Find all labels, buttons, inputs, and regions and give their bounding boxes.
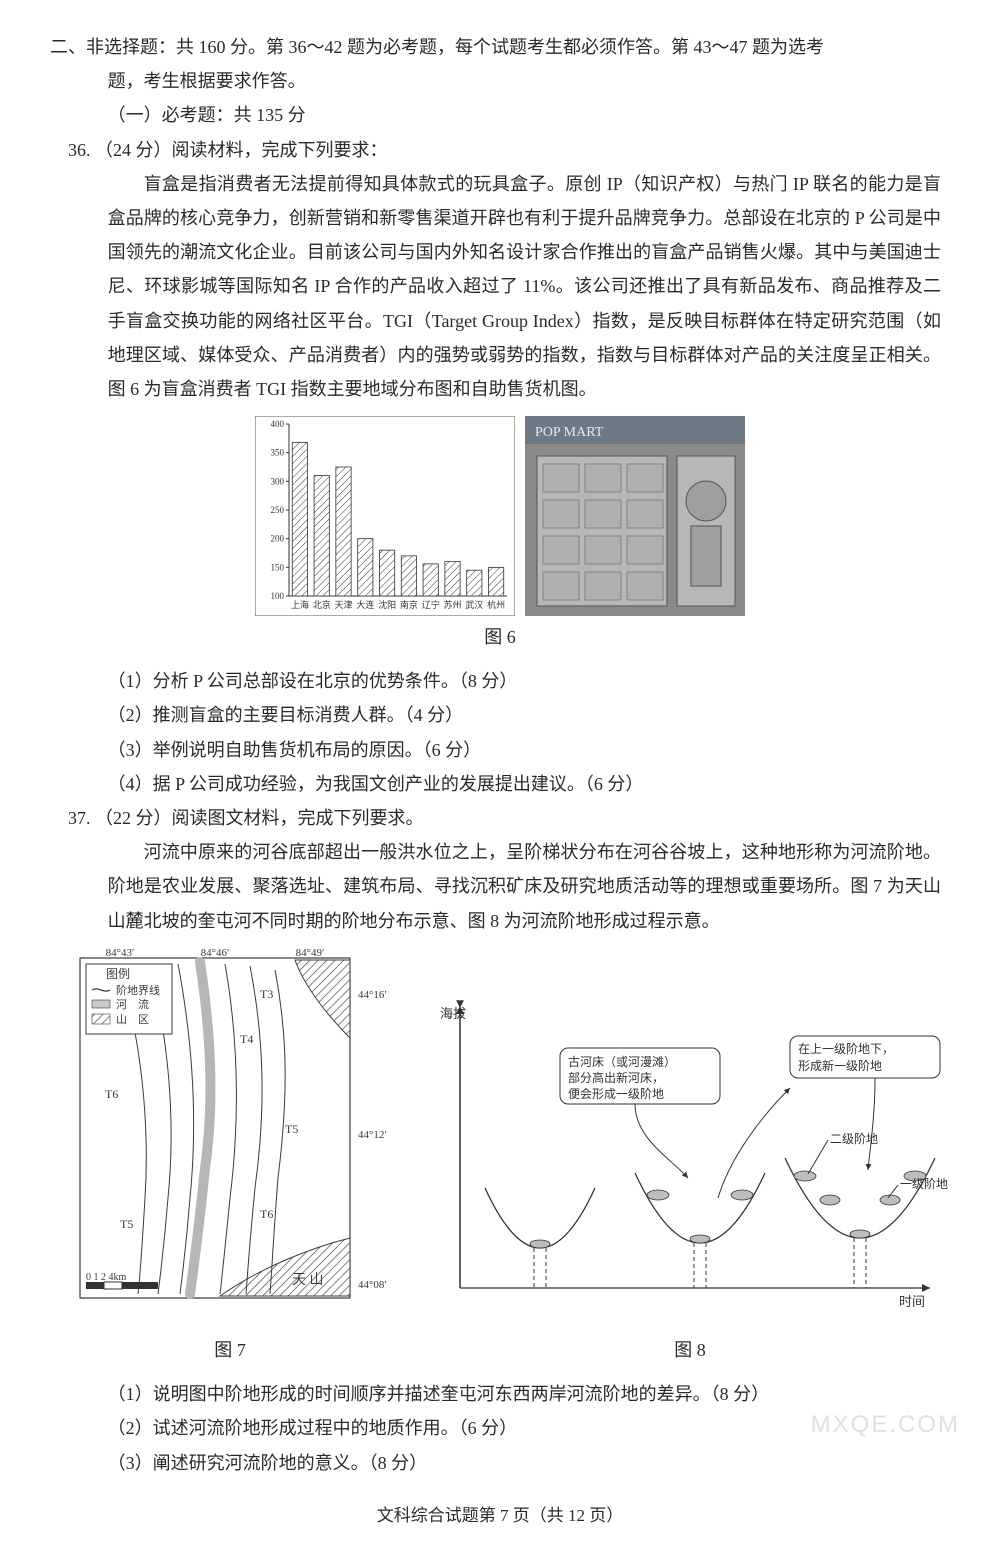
section2-heading: 二、非选择题：共 160 分。第 36～42 题为必考题，每个试题考生都必须作答…	[50, 30, 950, 64]
svg-text:84°46′: 84°46′	[201, 948, 230, 959]
svg-text:海拔: 海拔	[440, 1006, 466, 1021]
svg-text:武汉: 武汉	[465, 599, 483, 610]
heading-line2: 题，考生根据要求作答。	[108, 71, 306, 91]
page-footer: 文科综合试题第 7 页（共 12 页）	[50, 1500, 950, 1532]
svg-text:44°08′: 44°08′	[358, 1279, 387, 1291]
q36-paragraph: 盲盒是指消费者无法提前得知具体款式的玩具盒子。原创 IP（知识产权）与热门 IP…	[50, 167, 950, 406]
svg-text:便会形成一级阶地: 便会形成一级阶地	[568, 1087, 664, 1101]
heading-line2-wrap: 题，考生根据要求作答。	[50, 64, 950, 98]
svg-text:时间: 时间	[899, 1294, 925, 1309]
q36-sub4: （4）据 P 公司成功经验，为我国文创产业的发展提出建议。（6 分）	[50, 767, 950, 801]
svg-text:一级阶地: 一级阶地	[900, 1177, 948, 1191]
q37-head: 37. （22 分）阅读图文材料，完成下列要求。	[50, 801, 950, 835]
svg-text:河 流: 河 流	[116, 997, 149, 1011]
svg-text:T4: T4	[240, 1032, 253, 1046]
svg-text:44°12′: 44°12′	[358, 1129, 387, 1141]
svg-text:天津: 天津	[334, 600, 352, 610]
watermark: MXQE.COM	[811, 1402, 960, 1448]
svg-text:300: 300	[271, 476, 285, 486]
svg-text:T6: T6	[260, 1207, 273, 1221]
svg-text:T5: T5	[120, 1217, 133, 1231]
svg-text:350: 350	[271, 448, 285, 458]
q36-points: （24 分）阅读材料，完成下列要求：	[95, 140, 388, 160]
q37-paragraph: 河流中原来的河谷底部超出一般洪水位之上，呈阶梯状分布在河谷谷坡上，这种地形称为河…	[50, 835, 950, 938]
figure7-wrap: 84°43′ 84°46′ 84°49′ 44°16′ 44°12′ 44°08′ T3 T4…	[50, 948, 410, 1377]
svg-text:阶地界线: 阶地界线	[116, 983, 160, 997]
figure7-8-row: 84°43′ 84°46′ 84°49′ 44°16′ 44°12′ 44°08′ T3 T4…	[50, 948, 950, 1377]
svg-text:250: 250	[271, 505, 285, 515]
svg-text:400: 400	[271, 419, 285, 429]
svg-text:100: 100	[271, 591, 285, 601]
vending-machine-photo: POP MART	[525, 416, 745, 616]
svg-text:T6: T6	[105, 1087, 118, 1101]
svg-text:二级阶地: 二级阶地	[830, 1132, 878, 1146]
svg-text:在上一级阶地下，: 在上一级阶地下，	[798, 1042, 894, 1056]
q37-sub3: （3）阐述研究河流阶地的意义。（8 分）	[50, 1446, 950, 1480]
terrace-map: 84°43′ 84°46′ 84°49′ 44°16′ 44°12′ 44°08′ T3 T4…	[50, 948, 410, 1318]
heading-line3-wrap: （一）必考题：共 135 分	[50, 98, 950, 132]
tgi-bar-chart: 100 150 200 250 300 350 400 上海北京天津大连沈阳南京辽宁苏州武汉杭…	[255, 416, 515, 616]
q36-sub1: （1）分析 P 公司总部设在北京的优势条件。（8 分）	[50, 664, 950, 698]
figure8-caption: 图 8	[430, 1333, 950, 1367]
figure8-wrap: 海拔时间 古河床（或河漫滩）部分高出新河床， 便会形成一级阶地 在上一级阶地下， 形成新…	[430, 988, 950, 1377]
svg-text:古河床（或河漫滩）: 古河床（或河漫滩）	[568, 1054, 676, 1069]
svg-text:大连: 大连	[356, 599, 374, 610]
svg-text:上海: 上海	[291, 599, 309, 610]
heading-line1: 二、非选择题：共 160 分。第 36～42 题为必考题，每个试题考生都必须作答…	[50, 37, 824, 57]
svg-text:辽宁: 辽宁	[422, 599, 440, 610]
q36-head: 36. （24 分）阅读材料，完成下列要求：	[50, 133, 950, 167]
q37-points: （22 分）阅读图文材料，完成下列要求。	[95, 808, 424, 828]
figure6-row: 100 150 200 250 300 350 400 上海北京天津大连沈阳南京辽宁苏州武汉杭…	[50, 416, 950, 616]
heading-line3: （一）必考题：共 135 分	[108, 105, 306, 125]
svg-text:图例: 图例	[106, 967, 130, 981]
svg-text:部分高出新河床，: 部分高出新河床，	[568, 1070, 664, 1085]
q36-sub3: （3）举例说明自助售货机布局的原因。（6 分）	[50, 733, 950, 767]
svg-text:84°49′: 84°49′	[296, 948, 325, 959]
q36-sub2: （2）推测盲盒的主要目标消费人群。（4 分）	[50, 698, 950, 732]
q37-number: 37.	[68, 808, 91, 828]
svg-text:天 山: 天 山	[292, 1272, 324, 1288]
svg-text:POP MART: POP MART	[535, 425, 604, 440]
svg-text:150: 150	[271, 562, 285, 572]
svg-text:南京: 南京	[400, 599, 418, 610]
svg-text:沈阳: 沈阳	[378, 599, 396, 610]
svg-text:84°43′: 84°43′	[106, 948, 135, 959]
svg-text:200: 200	[271, 534, 285, 544]
svg-text:T5: T5	[285, 1122, 298, 1136]
svg-text:44°16′: 44°16′	[358, 989, 387, 1001]
figure6-caption: 图 6	[50, 620, 950, 654]
svg-text:山 区: 山 区	[116, 1013, 149, 1026]
svg-text:杭州: 杭州	[487, 599, 505, 610]
svg-text:0 1 2 4km: 0 1 2 4km	[86, 1272, 127, 1283]
svg-text:T3: T3	[260, 987, 273, 1001]
svg-text:苏州: 苏州	[443, 599, 461, 610]
svg-text:北京: 北京	[313, 599, 331, 610]
q36-number: 36.	[68, 140, 91, 160]
svg-text:形成新一级阶地: 形成新一级阶地	[798, 1058, 882, 1073]
terrace-process-diagram: 海拔时间 古河床（或河漫滩）部分高出新河床， 便会形成一级阶地 在上一级阶地下， 形成新…	[430, 988, 950, 1318]
figure7-caption: 图 7	[50, 1333, 410, 1367]
